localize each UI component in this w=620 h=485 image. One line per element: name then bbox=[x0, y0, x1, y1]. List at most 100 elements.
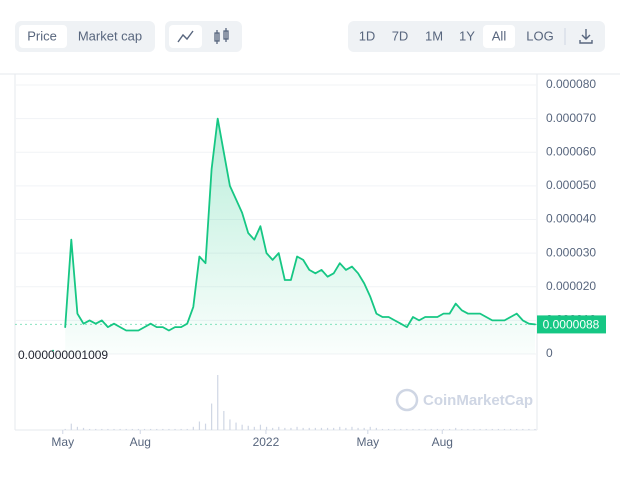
volume-bar bbox=[522, 428, 524, 430]
volume-bar bbox=[418, 428, 420, 430]
download-icon[interactable] bbox=[579, 29, 593, 44]
volume-bar bbox=[259, 424, 262, 430]
volume-bar bbox=[186, 428, 188, 430]
volume-bar bbox=[247, 425, 249, 430]
x-tick-label: May bbox=[356, 435, 379, 449]
selected-button bbox=[19, 25, 67, 48]
volume-bar bbox=[302, 427, 304, 430]
range-button[interactable]: 7D bbox=[392, 28, 409, 43]
range-button[interactable]: 1D bbox=[359, 28, 376, 43]
volume-bar bbox=[64, 428, 66, 430]
volume-bar bbox=[491, 428, 493, 430]
selected-button bbox=[169, 25, 202, 48]
volume-bar bbox=[375, 427, 377, 430]
volume-bar bbox=[455, 427, 457, 430]
volume-bar bbox=[278, 426, 280, 430]
volume-bar bbox=[162, 428, 164, 430]
volume-bar bbox=[70, 423, 72, 430]
volume-bar bbox=[357, 427, 359, 430]
volume-bar bbox=[198, 421, 201, 430]
range-button[interactable]: All bbox=[492, 28, 507, 43]
y-tick-label: 0.000050 bbox=[546, 178, 596, 192]
volume-bar bbox=[442, 428, 445, 430]
volume-bar bbox=[485, 428, 487, 430]
volume-bar bbox=[369, 426, 371, 430]
volume-bar bbox=[174, 428, 176, 430]
volume-bar bbox=[156, 428, 158, 430]
y-tick-label: 0.000030 bbox=[546, 245, 596, 259]
y-tick-label: 0.000070 bbox=[546, 111, 596, 125]
volume-bar bbox=[351, 426, 353, 430]
volume-bar bbox=[272, 427, 274, 430]
volume-bar bbox=[211, 403, 213, 430]
current-price-label: 0.0000088 bbox=[543, 318, 600, 332]
volume-bar bbox=[241, 424, 243, 430]
volume-bar bbox=[509, 428, 512, 430]
volume-bar bbox=[265, 426, 268, 430]
volume-bar bbox=[406, 428, 408, 430]
volume-bar bbox=[76, 426, 79, 430]
volume-bar bbox=[235, 422, 237, 430]
volume-bar bbox=[119, 428, 121, 430]
volume-bar bbox=[204, 423, 207, 430]
volume-bar bbox=[326, 427, 329, 430]
volume-bar bbox=[253, 426, 255, 430]
volume-bar bbox=[503, 428, 506, 430]
volume-bar bbox=[101, 428, 103, 430]
volume-bar bbox=[95, 428, 97, 430]
selected-button bbox=[483, 25, 515, 48]
current-price-tag bbox=[537, 315, 606, 334]
volume-bar bbox=[534, 428, 536, 430]
price-line bbox=[64, 117, 536, 332]
volume-bar bbox=[424, 428, 426, 430]
y-tick-label: 0.000020 bbox=[546, 279, 596, 293]
volume-bar bbox=[394, 428, 396, 430]
volume-bar bbox=[430, 428, 432, 430]
volume-bar bbox=[381, 428, 384, 430]
volume-bar bbox=[461, 428, 463, 430]
volume-bar bbox=[125, 428, 127, 430]
volume-bar bbox=[223, 410, 225, 430]
range-button[interactable]: 1M bbox=[425, 28, 443, 43]
volume-bar bbox=[436, 428, 438, 430]
volume-bar bbox=[412, 428, 414, 430]
volume-bar bbox=[387, 428, 390, 430]
volume-bar bbox=[113, 428, 115, 430]
range-button[interactable]: 1Y bbox=[459, 28, 475, 43]
y-tick-label: 0.000060 bbox=[546, 144, 596, 158]
volume-bar bbox=[400, 428, 402, 430]
volume-bar bbox=[290, 427, 292, 430]
type-button[interactable]: Price bbox=[27, 28, 57, 43]
volume-bar bbox=[107, 428, 109, 430]
x-tick-label: Aug bbox=[432, 435, 453, 449]
volume-bar bbox=[150, 428, 152, 430]
line-icon[interactable] bbox=[177, 30, 194, 43]
volume-bar bbox=[528, 428, 530, 430]
volume-bar bbox=[89, 428, 91, 430]
volume-bar bbox=[131, 428, 133, 430]
volume-bar bbox=[345, 427, 347, 430]
candle-icon[interactable] bbox=[214, 28, 229, 44]
type-button[interactable]: Market cap bbox=[78, 28, 142, 43]
volume-bar bbox=[168, 428, 170, 430]
volume-bar bbox=[229, 419, 231, 430]
volume-bar bbox=[363, 427, 365, 430]
volume-bar bbox=[473, 428, 475, 430]
volume-bar bbox=[448, 428, 451, 430]
volume-bar bbox=[137, 428, 140, 430]
volume-bar bbox=[314, 427, 316, 430]
watermark: CoinMarketCap bbox=[423, 392, 533, 409]
area bbox=[65, 118, 535, 354]
volume-bar bbox=[479, 428, 481, 430]
range-button[interactable]: LOG bbox=[526, 28, 553, 43]
y-tick-label: 0.000080 bbox=[546, 77, 596, 91]
x-tick-label: 2022 bbox=[253, 435, 280, 449]
volume-bar bbox=[497, 428, 499, 430]
y-tick-label: 0.000040 bbox=[546, 212, 596, 226]
volume-bar bbox=[296, 426, 298, 430]
volume-bar bbox=[284, 427, 286, 430]
x-tick-label: May bbox=[51, 435, 74, 449]
volume-bar bbox=[82, 427, 85, 430]
